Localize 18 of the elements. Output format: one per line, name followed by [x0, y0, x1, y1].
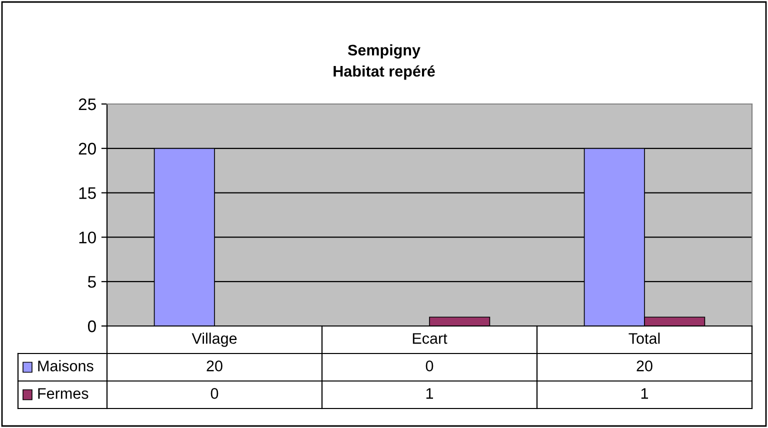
y-tick-label: 25	[78, 98, 96, 110]
y-tick-label: 10	[79, 232, 96, 244]
data-label: 0	[210, 388, 218, 399]
x-tick-label: Ecart	[412, 333, 448, 344]
data-label: 20	[636, 360, 652, 372]
chart-title: Sempigny Habitat repéré	[334, 44, 435, 80]
y-tick-label: 5	[88, 276, 96, 288]
data-label: 1	[426, 388, 434, 399]
legend-label: Maisons	[38, 360, 94, 372]
data-label: 20	[206, 360, 222, 372]
x-tick-label: Total	[628, 332, 660, 344]
legend-label: Fermes	[38, 388, 88, 399]
data-label: 1	[641, 388, 648, 399]
y-tick-label: 0	[88, 320, 96, 332]
x-tick-label: Village	[192, 332, 237, 347]
y-tick-label: 15	[79, 187, 96, 200]
y-tick-label: 20	[78, 142, 96, 155]
data-label: 0	[426, 360, 434, 372]
